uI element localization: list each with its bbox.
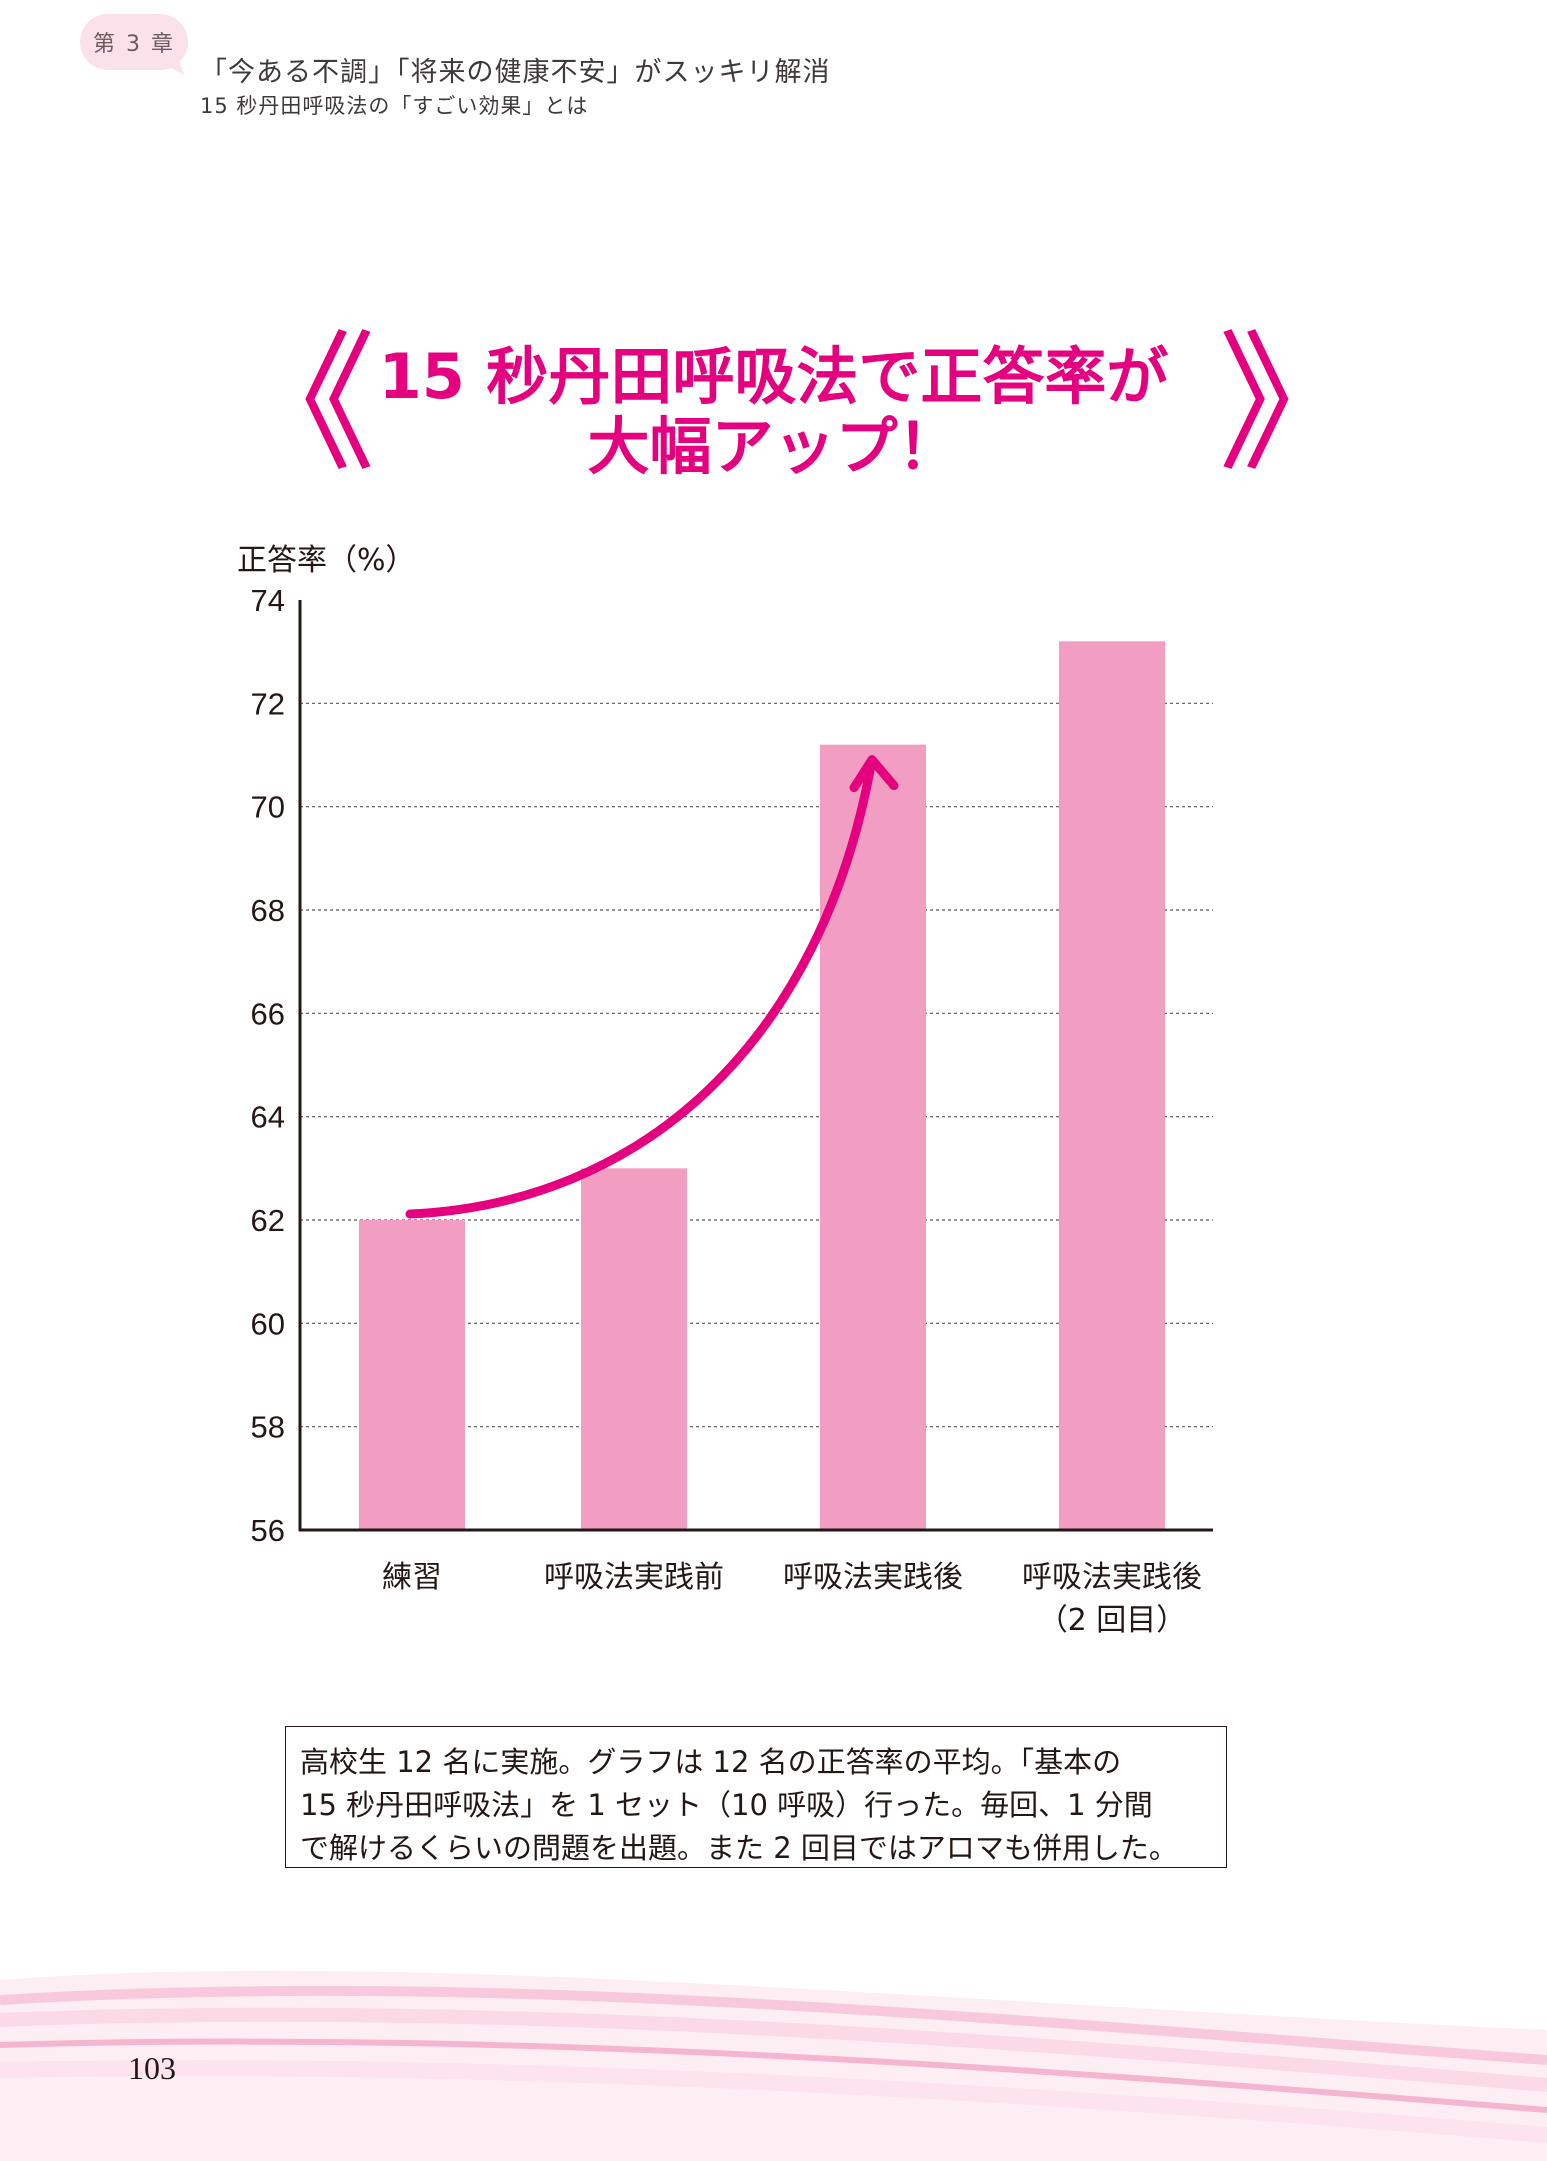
trend-arrow (405, 755, 877, 1219)
y-tick-label: 66 (251, 996, 285, 1031)
bar (581, 1168, 687, 1530)
right-double-bracket: 》 (1218, 318, 1369, 492)
y-tick-label: 68 (251, 893, 285, 928)
running-header-title: 「今ある不調」「将来の健康不安」がスッキリ解消 (200, 57, 831, 88)
y-tick-label: 60 (251, 1306, 285, 1341)
y-tick-label: 70 (251, 790, 285, 825)
bar-chart: 正答率（%） 74 72 70 68 66 64 62 60 58 56 練習 呼吸法実践前 呼吸法実… (237, 543, 1213, 1638)
x-tick-label: 練習 (382, 1560, 442, 1595)
footer-decoration (0, 1970, 1547, 2161)
running-header-subtitle: 15 秒丹田呼吸法の「すごい効果」とは (200, 94, 589, 118)
bar (1059, 641, 1165, 1530)
x-tick-label: （2 回目） (1038, 1603, 1187, 1638)
y-tick-label: 74 (251, 583, 285, 618)
trend-arrow-head (849, 755, 899, 793)
chapter-badge: 第 3 章 (80, 14, 188, 70)
y-tick-label: 64 (251, 1100, 285, 1135)
x-tick-label: 呼吸法実践前 (544, 1560, 724, 1595)
x-tick-label: 呼吸法実践後 (783, 1560, 963, 1595)
headline-line-1: 15 秒丹田呼吸法で正答率が (378, 340, 1169, 413)
y-tick-label: 72 (251, 686, 285, 721)
note-box: 高校生 12 名に実施。グラフは 12 名の正答率の平均。「基本の 15 秒丹田… (285, 1726, 1227, 1868)
note-line: で解けるくらいの問題を出題。また 2 回目ではアロマも併用した。 (300, 1831, 1178, 1865)
y-tick-label: 62 (251, 1203, 285, 1238)
bar (359, 1220, 465, 1530)
bar (820, 744, 926, 1530)
page-number: 103 (128, 2050, 176, 2086)
left-double-bracket: 《 (226, 318, 377, 492)
headline-line-2: 大幅アップ！ (587, 410, 960, 483)
y-axis-label: 正答率（%） (237, 543, 416, 578)
y-tick-label: 56 (251, 1513, 285, 1548)
x-tick-label: 呼吸法実践後 (1022, 1560, 1202, 1595)
note-line: 15 秒丹田呼吸法」を 1 セット（10 呼吸）行った。毎回、1 分間 (300, 1788, 1153, 1822)
y-tick-label: 58 (251, 1410, 285, 1445)
note-line: 高校生 12 名に実施。グラフは 12 名の正答率の平均。「基本の (300, 1745, 1122, 1779)
